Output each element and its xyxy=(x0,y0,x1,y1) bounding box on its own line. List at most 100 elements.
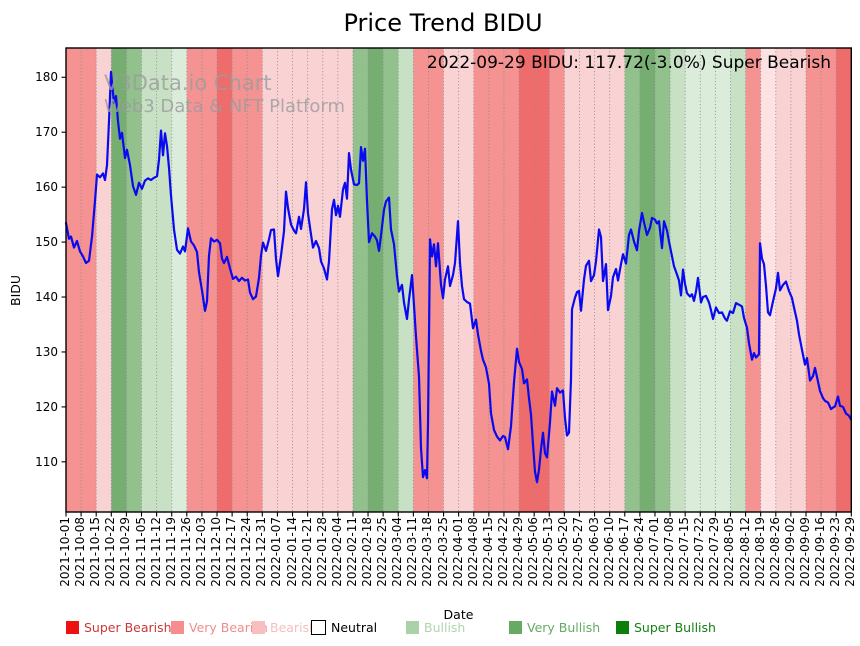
sentiment-band-2022-09-09 xyxy=(805,48,822,512)
watermark-line1: V3Data.io Chart xyxy=(104,71,272,95)
x-tick-label-2022-08-19: 2022-08-19 xyxy=(752,517,767,587)
x-tick-label-2022-04-15: 2022-04-15 xyxy=(480,517,495,587)
x-tick-label-2022-09-23: 2022-09-23 xyxy=(828,517,843,587)
sentiment-band-2022-03-04 xyxy=(398,48,414,512)
legend-swatch-icon xyxy=(406,621,419,634)
sentiment-band-2022-04-01 xyxy=(458,48,475,512)
sentiment-band-2022-09-16 xyxy=(821,48,837,512)
sentiment-band-2021-10-01 xyxy=(66,48,82,512)
legend-label: Super Bearish xyxy=(84,620,172,635)
x-tick-label-2022-03-25: 2022-03-25 xyxy=(435,517,450,587)
sentiment-band-2021-10-22 xyxy=(111,48,127,512)
x-tick-label-2021-12-24: 2021-12-24 xyxy=(239,517,254,587)
x-tick-label-2022-06-10: 2022-06-10 xyxy=(601,517,616,587)
x-tick-label-2021-10-08: 2021-10-08 xyxy=(73,517,88,587)
x-tick-label-2022-04-29: 2022-04-29 xyxy=(511,517,526,587)
x-tick-label-2022-03-18: 2022-03-18 xyxy=(420,517,435,587)
legend-label: Very Bullish xyxy=(527,620,601,635)
x-tick-label-2022-04-01: 2022-04-01 xyxy=(450,517,465,587)
x-tick-label-2022-09-16: 2022-09-16 xyxy=(813,517,828,587)
sentiment-band-2022-08-05 xyxy=(730,48,746,512)
x-tick-label-2021-10-01: 2021-10-01 xyxy=(58,517,72,587)
sentiment-band-2022-09-02 xyxy=(790,48,807,512)
x-tick-label-2022-03-04: 2022-03-04 xyxy=(390,517,405,587)
sentiment-band-2022-07-29 xyxy=(715,48,731,512)
sentiment-band-2022-01-28 xyxy=(322,48,339,512)
sentiment-band-2022-09-23 xyxy=(836,48,852,512)
legend-label: Bearish xyxy=(270,620,317,635)
sentiment-band-2021-12-24 xyxy=(247,48,263,512)
sentiment-band-2021-11-05 xyxy=(141,48,157,512)
sentiment-band-2022-04-08 xyxy=(473,48,490,512)
sentiment-band-2022-05-27 xyxy=(579,48,595,512)
sentiment-band-2022-07-15 xyxy=(685,48,701,512)
y-tick-label-130: 130 xyxy=(35,344,58,359)
x-tick-label-2021-10-29: 2021-10-29 xyxy=(118,517,133,587)
x-tick-label-2022-02-04: 2022-02-04 xyxy=(329,517,344,587)
watermark-line2: Web3 Data & NFT Platform xyxy=(104,96,346,118)
sentiment-legend: Super Bearish Very Bearish Bearish Neutral B… xyxy=(0,620,860,640)
legend-item-super-bearish: Super Bearish xyxy=(66,620,172,635)
x-tick-label-2022-01-07: 2022-01-07 xyxy=(269,517,284,587)
sentiment-band-2022-05-06 xyxy=(534,48,550,512)
x-tick-label-2022-09-09: 2022-09-09 xyxy=(797,517,812,587)
x-tick-label-2021-12-17: 2021-12-17 xyxy=(224,517,239,587)
sentiment-band-2022-01-14 xyxy=(292,48,308,512)
legend-swatch-icon xyxy=(252,621,265,634)
sentiment-band-2022-06-24 xyxy=(639,48,656,512)
y-tick-label-170: 170 xyxy=(35,125,58,140)
latest-price-annotation: 2022-09-29 BIDU: 117.72(-3.0%) Super Bea… xyxy=(426,53,831,73)
legend-item-neutral: Neutral xyxy=(311,620,377,635)
x-tick-label-2021-11-05: 2021-11-05 xyxy=(133,517,148,587)
x-tick-label-2022-01-28: 2022-01-28 xyxy=(314,517,329,587)
legend-item-very-bullish: Very Bullish xyxy=(509,620,600,635)
x-tick-label-2021-12-10: 2021-12-10 xyxy=(209,517,224,587)
sentiment-band-2022-05-13 xyxy=(549,48,565,512)
sentiment-band-2022-01-21 xyxy=(307,48,324,512)
x-tick-label-2022-07-15: 2022-07-15 xyxy=(677,517,692,587)
x-tick-label-2021-10-15: 2021-10-15 xyxy=(88,517,103,587)
y-tick-label-160: 160 xyxy=(35,180,58,195)
legend-swatch-icon xyxy=(171,621,184,634)
x-tick-label-2022-07-01: 2022-07-01 xyxy=(646,517,661,587)
sentiment-band-2022-08-26 xyxy=(775,48,792,512)
x-tick-label-2021-10-22: 2021-10-22 xyxy=(103,517,118,587)
x-tick-label-2022-01-14: 2022-01-14 xyxy=(284,517,299,587)
x-tick-label-2022-07-29: 2022-07-29 xyxy=(707,517,722,587)
x-tick-label-2022-06-17: 2022-06-17 xyxy=(616,517,631,587)
sentiment-band-2022-05-20 xyxy=(564,48,580,512)
sentiment-band-2022-04-29 xyxy=(519,48,535,512)
y-tick-label-120: 120 xyxy=(35,399,58,414)
x-tick-label-2022-03-11: 2022-03-11 xyxy=(405,517,420,587)
watermark: V3Data.io Chart Web3 Data & NFT Platform xyxy=(104,70,345,119)
legend-swatch-icon xyxy=(66,621,79,634)
sentiment-band-2021-12-31 xyxy=(262,48,278,512)
x-tick-label-2021-12-03: 2021-12-03 xyxy=(193,517,208,587)
x-tick-label-2022-04-22: 2022-04-22 xyxy=(495,517,510,587)
legend-label: Neutral xyxy=(331,620,378,635)
x-tick-label-2021-11-26: 2021-11-26 xyxy=(178,517,193,587)
legend-label: Super Bullish xyxy=(634,620,716,635)
y-tick-label-180: 180 xyxy=(35,70,58,85)
sentiment-band-2021-10-08 xyxy=(81,48,97,512)
sentiment-band-2021-11-26 xyxy=(186,48,203,512)
x-tick-label-2022-02-11: 2022-02-11 xyxy=(344,517,359,587)
sentiment-band-2022-02-11 xyxy=(352,48,369,512)
x-tick-label-2022-05-06: 2022-05-06 xyxy=(526,517,541,587)
x-tick-label-2022-09-29: 2022-09-29 xyxy=(843,517,858,587)
x-tick-label-2022-06-03: 2022-06-03 xyxy=(586,517,601,587)
chart-title: Price Trend BIDU xyxy=(343,9,543,37)
y-tick-label-150: 150 xyxy=(35,235,58,250)
sentiment-band-2022-07-01 xyxy=(654,48,671,512)
sentiment-band-2021-12-10 xyxy=(217,48,233,512)
sentiment-band-2022-02-18 xyxy=(368,48,384,512)
sentiment-band-2022-06-17 xyxy=(624,48,641,512)
x-tick-label-2022-07-22: 2022-07-22 xyxy=(692,517,707,587)
x-tick-label-2022-09-02: 2022-09-02 xyxy=(782,517,797,587)
legend-swatch-icon xyxy=(616,621,629,634)
sentiment-band-2022-04-15 xyxy=(488,48,505,512)
sentiment-band-2022-08-19 xyxy=(760,48,777,512)
x-tick-label-2022-08-12: 2022-08-12 xyxy=(737,517,752,587)
x-tick-label-2022-07-08: 2022-07-08 xyxy=(662,517,677,587)
